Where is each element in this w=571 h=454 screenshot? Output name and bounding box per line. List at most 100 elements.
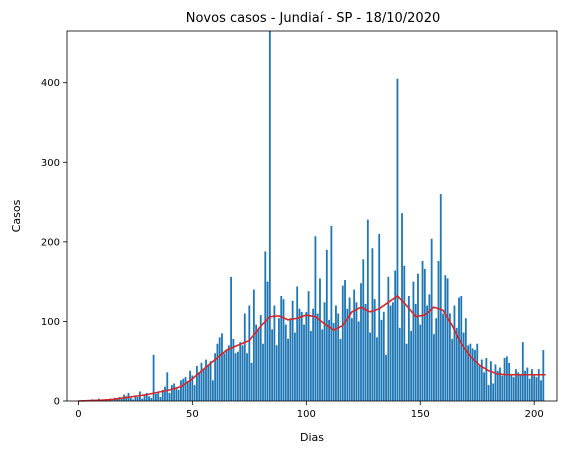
bar (480, 359, 483, 401)
bar (287, 338, 289, 401)
bar (319, 278, 321, 401)
bar (186, 381, 189, 401)
bar (129, 397, 132, 401)
bar (471, 348, 474, 401)
bar (460, 295, 463, 401)
bar (496, 370, 499, 401)
bar (344, 280, 346, 401)
bar (503, 358, 506, 401)
bar (280, 295, 283, 401)
bar (330, 225, 333, 401)
bar (177, 389, 180, 401)
bar (421, 260, 424, 401)
bar (246, 353, 248, 401)
bar (207, 364, 210, 401)
bar (444, 275, 447, 401)
chart-title: Novos casos - Jundiaí - SP - 18/10/2020 (186, 11, 440, 26)
x-tick-label: 100 (297, 409, 316, 420)
bar (298, 308, 301, 401)
bar (328, 319, 330, 401)
bar (528, 378, 531, 401)
bar (478, 365, 481, 401)
bar (376, 337, 378, 401)
bar (250, 362, 253, 401)
bar (346, 308, 349, 401)
bar (211, 380, 214, 401)
bar (439, 194, 442, 401)
bar (335, 305, 337, 401)
bar (120, 398, 123, 401)
bar (531, 369, 533, 401)
y-tick-label: 300 (41, 158, 60, 169)
bar (157, 391, 160, 401)
bar (435, 318, 438, 401)
bar (357, 321, 360, 401)
bar (136, 397, 139, 401)
bar (355, 302, 358, 401)
bar (168, 393, 171, 401)
bar (143, 394, 146, 401)
bar (417, 273, 419, 401)
bar (152, 354, 155, 401)
bar (403, 265, 406, 401)
bar (134, 395, 137, 401)
bar (385, 354, 387, 401)
bar (148, 396, 150, 401)
bar (458, 297, 460, 401)
bar (494, 364, 497, 401)
bar (519, 375, 522, 401)
bars-layer (82, 31, 545, 402)
bar (517, 372, 520, 401)
bar (524, 370, 526, 401)
bar (398, 327, 401, 401)
bar (540, 380, 542, 401)
y-tick-label: 400 (41, 78, 60, 89)
bar (464, 318, 467, 401)
bar (218, 337, 221, 401)
bar (305, 311, 308, 401)
bar (392, 302, 394, 401)
bar (312, 308, 315, 401)
bar (278, 318, 280, 401)
bar (205, 359, 207, 401)
bar (170, 385, 173, 401)
bar (337, 313, 340, 401)
bar (455, 327, 458, 401)
bar (196, 365, 198, 401)
bar (387, 276, 390, 401)
bar (474, 350, 476, 401)
bar (382, 311, 385, 401)
bar (164, 386, 166, 401)
bar (364, 303, 367, 401)
bar (150, 397, 153, 401)
bar (369, 332, 372, 401)
bar (303, 324, 305, 401)
y-axis-label: Casos (10, 199, 23, 232)
bar (239, 342, 242, 401)
bar (378, 233, 381, 401)
bar (373, 299, 376, 401)
bar (202, 369, 205, 401)
bar (300, 311, 303, 401)
bar (232, 338, 235, 401)
bar (175, 387, 178, 401)
bar (154, 393, 157, 401)
bar (419, 324, 422, 401)
bar (515, 369, 517, 401)
bar (537, 369, 540, 401)
bar (200, 362, 203, 401)
bar (309, 330, 312, 401)
bar (221, 333, 223, 401)
bar (362, 259, 365, 401)
bar (476, 343, 479, 401)
bar (401, 213, 403, 401)
bar (380, 319, 383, 401)
bar (243, 313, 246, 401)
bar (189, 370, 191, 401)
x-tick-label: 0 (75, 409, 81, 420)
bar (462, 332, 465, 401)
bar (512, 377, 515, 401)
bar (410, 330, 413, 401)
bar (314, 236, 317, 401)
bar (266, 281, 269, 401)
